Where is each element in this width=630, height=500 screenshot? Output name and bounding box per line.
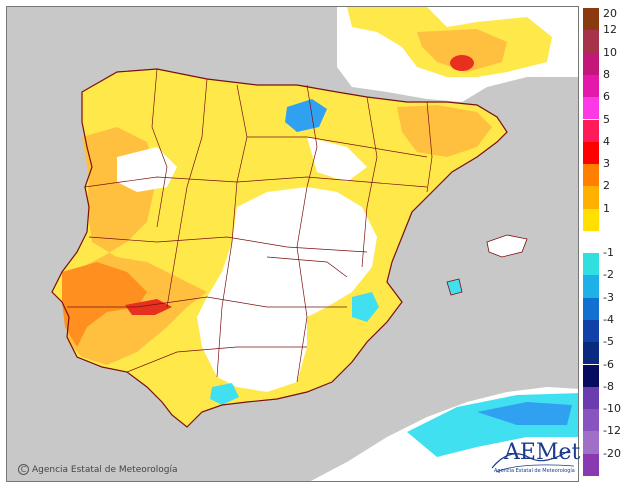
legend-swatch xyxy=(583,8,599,31)
peninsula-coastline xyxy=(51,68,508,428)
france-hot-spot xyxy=(450,55,474,71)
legend-tick-label: -3 xyxy=(603,290,614,304)
legend-tick-label: -1 xyxy=(603,246,614,259)
logo-text: AEMet xyxy=(504,440,581,465)
aemet-logo: AEMet Agencia Estatal de Meteorología xyxy=(490,440,581,480)
legend-swatch xyxy=(583,119,599,142)
legend-tick-label: 10 xyxy=(603,45,617,59)
legend-swatch xyxy=(583,97,599,120)
mallorca xyxy=(486,234,528,258)
legend-tick-label: 2 xyxy=(603,179,610,193)
legend-tick-label: -12 xyxy=(603,424,621,438)
west-hot-spot xyxy=(125,299,172,315)
legend-tick-label: -20 xyxy=(603,446,621,460)
legend-swatch xyxy=(583,364,599,387)
africa-cool-zone-2 xyxy=(477,402,572,425)
legend-tick-label: -4 xyxy=(603,312,614,326)
legend-tick-label: 20 xyxy=(603,7,617,20)
legend-swatch xyxy=(583,319,599,343)
legend-swatch xyxy=(583,208,599,231)
west-hot-zone xyxy=(62,262,147,347)
legend-swatch xyxy=(583,386,599,410)
north-cool-spot xyxy=(285,99,327,132)
center-neutral-zone xyxy=(197,187,377,392)
legend-tick-label: 3 xyxy=(603,157,610,171)
legend-swatch xyxy=(583,141,599,165)
anomaly-map xyxy=(6,6,579,482)
legend-tick-label: 12 xyxy=(603,23,617,37)
legend-swatch xyxy=(583,453,599,476)
legend-tick-label: -2 xyxy=(603,268,614,282)
legend-tick-label: -8 xyxy=(603,379,614,393)
ibiza xyxy=(446,278,463,296)
color-legend: 20 12 10 8 6 5 4 3 2 1 -1 -2 -3 -4 -5 -6 -8 -10 -12 -20 xyxy=(583,8,627,482)
legend-tick-label: -10 xyxy=(603,402,621,416)
legend-swatch xyxy=(583,409,599,432)
legend-tick-label: -5 xyxy=(603,335,614,349)
legend-swatch xyxy=(583,253,599,276)
north-neutral-zone xyxy=(307,137,367,182)
legend-swatch xyxy=(583,30,599,53)
northeast-warm-zone xyxy=(397,105,492,157)
legend-tick-label: 8 xyxy=(603,67,610,81)
legend-swatch xyxy=(583,164,599,187)
legend-neutral-gap xyxy=(583,231,599,253)
legend-swatch xyxy=(583,186,599,209)
southeast-cool-spot xyxy=(352,292,379,322)
legend-tick-label: 1 xyxy=(603,201,610,215)
map-svg xyxy=(7,7,578,481)
logo-subtitle: Agencia Estatal de Meteorología xyxy=(494,468,575,474)
legend-swatch xyxy=(583,275,599,298)
legend-swatch xyxy=(583,74,599,98)
legend-swatch xyxy=(583,342,599,365)
credit-text: Agencia Estatal de Meteorología xyxy=(32,465,178,475)
province-borders xyxy=(67,68,433,383)
legend-tick-label: 6 xyxy=(603,90,610,104)
south-cool-spot xyxy=(210,383,239,405)
legend-swatch xyxy=(583,52,599,75)
legend-tick-label: -6 xyxy=(603,357,614,371)
legend-swatch xyxy=(583,297,599,320)
logo-graphic xyxy=(491,449,575,473)
france-warm-zone-2 xyxy=(417,29,507,72)
legend-tick-label: 5 xyxy=(603,112,610,126)
legend-tick-label: 4 xyxy=(603,134,610,148)
copyright-icon: C xyxy=(18,464,29,475)
legend-swatch xyxy=(583,431,599,454)
